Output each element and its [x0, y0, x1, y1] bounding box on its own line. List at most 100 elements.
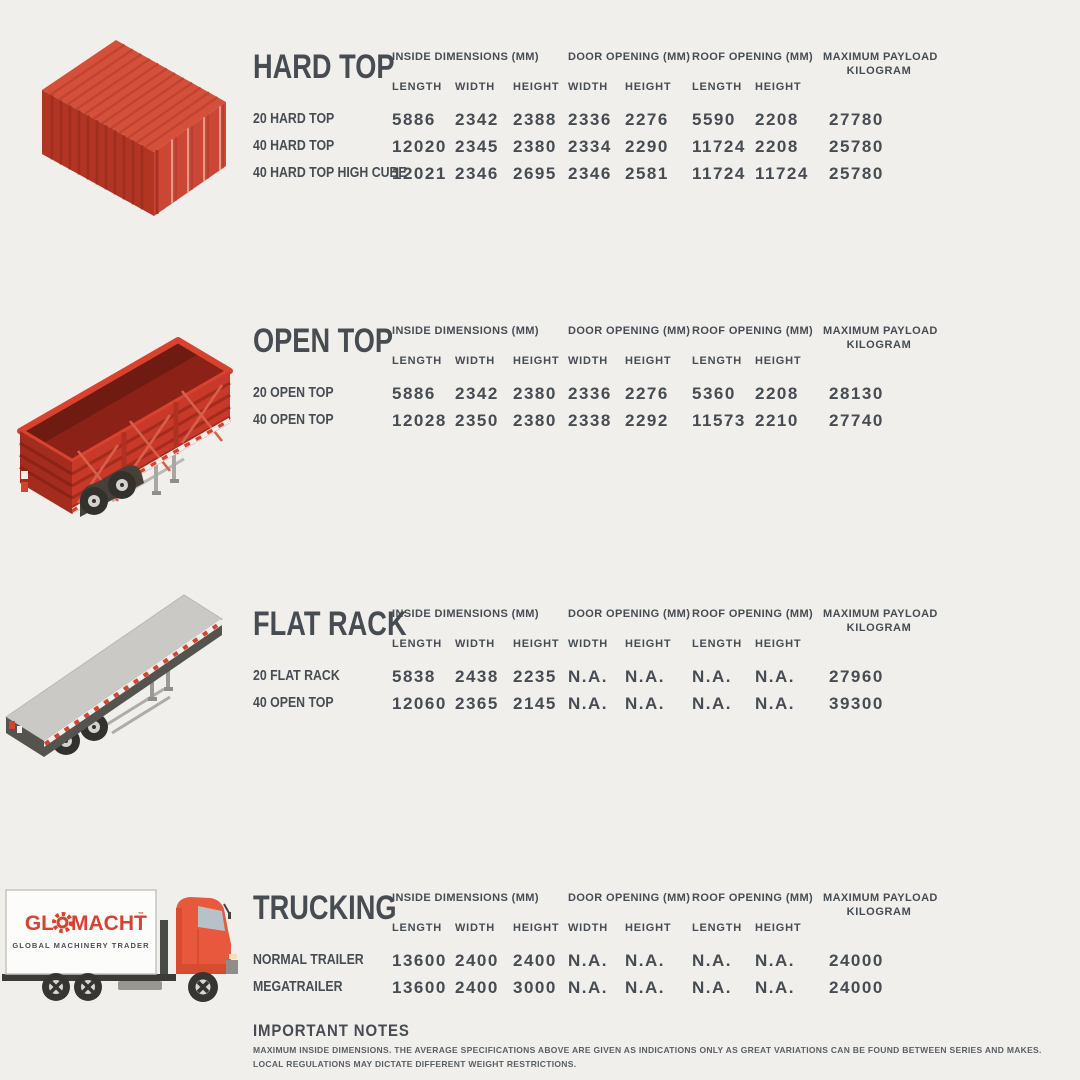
section-title: OPEN TOP	[253, 322, 394, 360]
spec-cell: 2400	[455, 978, 499, 997]
header-max-payload-line1: MAXIMUM PAYLOAD	[823, 325, 938, 337]
subheader: WIDTH	[455, 81, 496, 93]
row-label: 40 OPEN TOP	[253, 695, 334, 711]
spec-cell: N.A.	[692, 694, 732, 713]
spec-cell: 2350	[455, 411, 499, 430]
spec-cell: 2290	[625, 137, 669, 156]
header-roof-opening: ROOF OPENING (MM)	[692, 892, 814, 904]
spec-cell: N.A.	[625, 694, 665, 713]
spec-cell: 12060	[392, 694, 447, 713]
subheader: HEIGHT	[513, 81, 560, 93]
spec-cell-payload: 24000	[829, 978, 884, 997]
spec-cell: 2388	[513, 110, 557, 129]
subheader: WIDTH	[455, 355, 496, 367]
spec-cell: 2380	[513, 137, 557, 156]
header-roof-opening: ROOF OPENING (MM)	[692, 608, 814, 620]
truck-wheels	[42, 972, 218, 1002]
spec-cell-payload: 28130	[829, 384, 884, 403]
subheader: HEIGHT	[755, 81, 802, 93]
header-inside-dimensions: INSIDE DIMENSIONS (MM)	[392, 892, 539, 904]
spec-cell: 2345	[455, 137, 499, 156]
header-roof-opening: ROOF OPENING (MM)	[692, 325, 814, 337]
row-label: 40 OPEN TOP	[253, 412, 334, 428]
logo-text-right: MACHT	[71, 912, 147, 935]
spec-cell: 2695	[513, 164, 557, 183]
spec-cell: 2235	[513, 667, 557, 686]
red-container-isometric-icon	[42, 40, 226, 216]
row-label: NORMAL TRAILER	[253, 952, 364, 968]
spec-cell: N.A.	[692, 667, 732, 686]
header-door-opening: DOOR OPENING (MM)	[568, 325, 691, 337]
spec-cell: 2581	[625, 164, 669, 183]
spec-cell: 2342	[455, 110, 499, 129]
spec-cell-payload: 27740	[829, 411, 884, 430]
glomacht-box-truck-side-icon: GL MACHT ™ GLOBAL MACHINERY TRADER	[2, 889, 238, 1002]
notes-line: LOCAL REGULATIONS MAY DICTATE DIFFERENT …	[253, 1059, 577, 1069]
section-title: FLAT RACK	[253, 605, 407, 643]
spec-cell: 2400	[513, 951, 557, 970]
spec-cell: N.A.	[692, 978, 732, 997]
flat-rack-trailer-isometric-icon	[5, 594, 224, 757]
spec-cell: 2365	[455, 694, 499, 713]
spec-cell-payload: 27960	[829, 667, 884, 686]
spec-cell: 2380	[513, 411, 557, 430]
spec-cell: N.A.	[755, 978, 795, 997]
spec-cell: N.A.	[625, 951, 665, 970]
spec-cell: 12020	[392, 137, 447, 156]
subheader: HEIGHT	[513, 638, 560, 650]
logo-trademark: ™	[138, 911, 144, 918]
subheader: HEIGHT	[513, 355, 560, 367]
spec-cell: 5886	[392, 110, 436, 129]
spec-cell-payload: 39300	[829, 694, 884, 713]
spec-cell: 5590	[692, 110, 736, 129]
header-max-payload-line2: KILOGRAM	[846, 622, 912, 634]
spec-cell: 13600	[392, 951, 447, 970]
spec-cell: N.A.	[568, 667, 608, 686]
trucking-table: TRUCKING INSIDE DIMENSIONS (MM) DOOR OPE…	[253, 889, 937, 1001]
header-roof-opening: ROOF OPENING (MM)	[692, 51, 814, 63]
subheader: LENGTH	[692, 638, 743, 650]
spec-cell-payload: 25780	[829, 164, 884, 183]
spec-cell: 2342	[455, 384, 499, 403]
subheader: WIDTH	[568, 81, 609, 93]
subheader: HEIGHT	[513, 922, 560, 934]
spec-cell: N.A.	[755, 951, 795, 970]
spec-cell: N.A.	[625, 667, 665, 686]
notes-line: MAXIMUM INSIDE DIMENSIONS. THE AVERAGE S…	[253, 1045, 1042, 1055]
spec-cell: 11573	[692, 411, 746, 430]
spec-cell: 5838	[392, 667, 436, 686]
subheader: WIDTH	[568, 922, 609, 934]
spec-cell: 2145	[513, 694, 557, 713]
subheader: HEIGHT	[625, 81, 672, 93]
spec-cell: 2210	[755, 411, 799, 430]
red-open-top-trailer-isometric-icon	[17, 337, 233, 517]
section-title: TRUCKING	[253, 889, 397, 927]
subheader: LENGTH	[392, 638, 443, 650]
spec-cell: 2276	[625, 110, 669, 129]
row-label: 40 HARD TOP HIGH CUBE	[253, 165, 407, 181]
spec-cell: 2276	[625, 384, 669, 403]
subheader: WIDTH	[568, 638, 609, 650]
header-max-payload-line1: MAXIMUM PAYLOAD	[823, 51, 938, 63]
header-door-opening: DOOR OPENING (MM)	[568, 892, 691, 904]
header-door-opening: DOOR OPENING (MM)	[568, 608, 691, 620]
spec-cell: N.A.	[568, 951, 608, 970]
header-inside-dimensions: INSIDE DIMENSIONS (MM)	[392, 51, 539, 63]
header-max-payload-line1: MAXIMUM PAYLOAD	[823, 608, 938, 620]
important-notes: IMPORTANT NOTES MAXIMUM INSIDE DIMENSION…	[253, 1020, 1042, 1070]
row-label: 20 HARD TOP	[253, 111, 335, 127]
subheader: WIDTH	[568, 355, 609, 367]
spec-cell: 2346	[455, 164, 499, 183]
header-max-payload-line2: KILOGRAM	[846, 906, 912, 918]
spec-cell: 2208	[755, 110, 799, 129]
spec-cell: 2292	[625, 411, 669, 430]
spec-cell: 2438	[455, 667, 499, 686]
spec-cell: 5360	[692, 384, 736, 403]
subheader: LENGTH	[692, 355, 743, 367]
subheader: HEIGHT	[625, 355, 672, 367]
glomacht-logo: GL MACHT ™ GLOBAL MACHINERY TRADER	[12, 911, 148, 950]
header-max-payload-line2: KILOGRAM	[846, 65, 912, 77]
spec-cell-payload: 24000	[829, 951, 884, 970]
subheader: LENGTH	[392, 355, 443, 367]
